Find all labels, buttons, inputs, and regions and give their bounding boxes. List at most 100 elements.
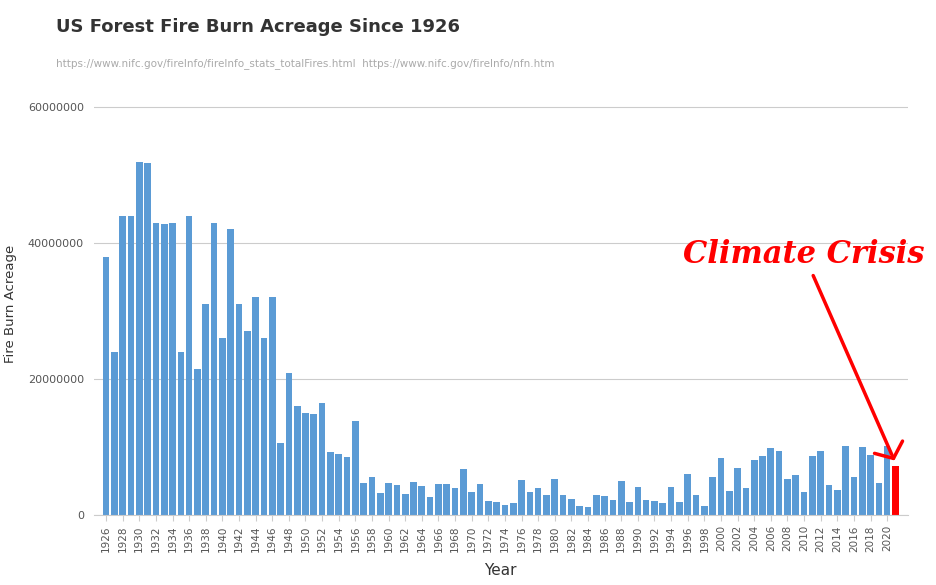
Bar: [194, 369, 201, 515]
Bar: [120, 216, 126, 515]
Bar: [277, 443, 284, 515]
Bar: [776, 452, 782, 515]
Bar: [327, 452, 334, 515]
Bar: [826, 486, 832, 515]
Bar: [784, 479, 791, 515]
Bar: [236, 304, 242, 515]
Bar: [444, 484, 450, 515]
Bar: [577, 506, 583, 515]
Bar: [285, 373, 292, 515]
Bar: [867, 455, 874, 515]
Bar: [660, 503, 666, 515]
Bar: [742, 488, 749, 515]
Bar: [460, 469, 467, 515]
Bar: [161, 224, 168, 515]
Bar: [609, 500, 616, 515]
Bar: [510, 503, 517, 515]
Bar: [219, 338, 226, 515]
Bar: [884, 446, 890, 515]
Bar: [834, 490, 841, 515]
Bar: [311, 414, 317, 515]
Bar: [842, 446, 849, 515]
Bar: [169, 223, 176, 515]
Bar: [676, 503, 682, 515]
Bar: [859, 447, 866, 515]
Bar: [751, 460, 757, 515]
Bar: [427, 497, 433, 515]
Bar: [418, 486, 425, 515]
Bar: [635, 487, 641, 515]
Bar: [502, 505, 508, 515]
Bar: [768, 448, 774, 515]
Bar: [269, 297, 275, 515]
Bar: [643, 500, 650, 515]
Text: US Forest Fire Burn Acreage Since 1926: US Forest Fire Burn Acreage Since 1926: [56, 18, 461, 36]
Bar: [568, 498, 575, 515]
Bar: [519, 480, 525, 515]
Bar: [800, 491, 808, 515]
Bar: [111, 352, 118, 515]
Bar: [386, 483, 392, 515]
Bar: [319, 402, 326, 515]
Bar: [377, 493, 384, 515]
Bar: [211, 223, 217, 515]
Bar: [618, 481, 624, 515]
Bar: [253, 297, 259, 515]
X-axis label: Year: Year: [485, 563, 517, 578]
Bar: [335, 453, 342, 515]
Bar: [294, 406, 300, 515]
Bar: [875, 483, 882, 515]
Bar: [352, 421, 358, 515]
Bar: [734, 467, 741, 515]
Text: Climate Crisis: Climate Crisis: [683, 239, 925, 459]
Bar: [103, 257, 110, 515]
Bar: [817, 452, 824, 515]
Bar: [585, 507, 592, 515]
Bar: [593, 495, 600, 515]
Bar: [410, 481, 417, 515]
Bar: [709, 477, 716, 515]
Bar: [693, 495, 699, 515]
Bar: [369, 477, 375, 515]
Bar: [468, 493, 475, 515]
Bar: [851, 477, 857, 515]
Bar: [809, 456, 815, 515]
Bar: [485, 501, 491, 515]
Bar: [601, 496, 608, 515]
Bar: [493, 502, 500, 515]
Bar: [227, 229, 234, 515]
Bar: [136, 161, 142, 515]
Bar: [793, 474, 799, 515]
Bar: [684, 474, 691, 515]
Bar: [360, 483, 367, 515]
Bar: [726, 491, 733, 515]
Y-axis label: Fire Burn Acreage: Fire Burn Acreage: [4, 245, 17, 363]
Bar: [560, 495, 566, 515]
Bar: [534, 488, 541, 515]
Bar: [127, 216, 134, 515]
Bar: [344, 457, 350, 515]
Bar: [244, 331, 251, 515]
Bar: [892, 466, 899, 515]
Bar: [543, 495, 549, 515]
Bar: [527, 493, 534, 515]
Bar: [178, 352, 184, 515]
Bar: [551, 479, 558, 515]
Bar: [153, 223, 159, 515]
Bar: [718, 457, 724, 515]
Bar: [393, 485, 401, 515]
Bar: [701, 506, 708, 515]
Bar: [651, 501, 658, 515]
Text: https://www.nifc.gov/fireInfo/fireInfo_stats_totalFires.html  https://www.nifc.g: https://www.nifc.gov/fireInfo/fireInfo_s…: [56, 58, 555, 70]
Bar: [260, 338, 268, 515]
Bar: [302, 413, 309, 515]
Bar: [202, 304, 209, 515]
Bar: [626, 503, 633, 515]
Bar: [186, 216, 193, 515]
Bar: [759, 456, 766, 515]
Bar: [144, 163, 151, 515]
Bar: [476, 484, 483, 515]
Bar: [667, 487, 675, 515]
Bar: [402, 494, 408, 515]
Bar: [435, 484, 442, 515]
